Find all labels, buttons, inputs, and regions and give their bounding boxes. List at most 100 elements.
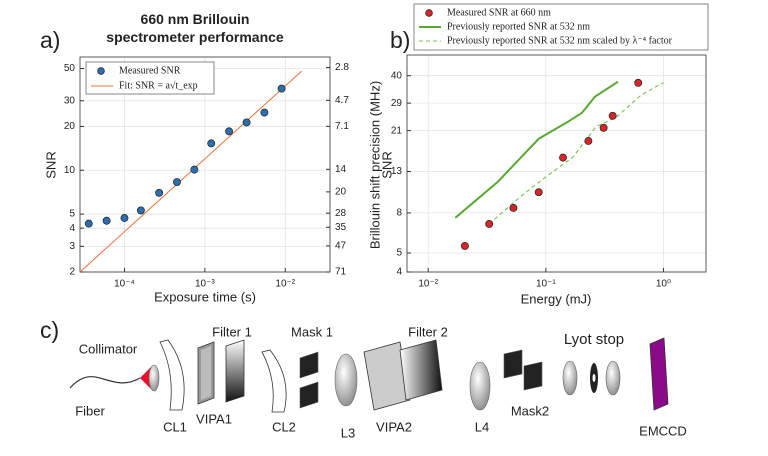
x-tick-label: 10⁻² [275,279,295,290]
l4 [469,361,491,411]
y2-tick-label: 2.8 [335,62,349,73]
y-tick-label: 5 [396,248,402,259]
series-line [79,70,303,273]
marker [207,139,216,148]
filter2 [399,339,443,401]
marker [485,219,494,228]
y-tick-label: 5 [69,209,75,220]
mask2-right [523,361,543,391]
l3 [334,353,358,407]
y-axis-label: SNR [379,151,394,178]
label: CL2 [272,419,296,434]
marker [225,127,234,136]
chart-title: 660 nm Brillouin spectrometer performanc… [106,11,284,45]
y2-tick-label: 14 [335,164,347,175]
y2-tick-label: 4.7 [335,95,349,106]
label: Collimator [79,341,138,356]
marker [634,78,643,87]
label: EMCCD [639,423,687,438]
legend-label: Measured SNR [119,65,181,76]
label: L3 [341,425,355,440]
legend-label: Measured SNR at 660 nm [447,7,551,18]
y2-tick-label: 35 [335,222,347,233]
marker [608,111,617,120]
marker [559,153,567,162]
y2-tick-label: 47 [335,241,347,252]
cl1 [159,339,185,411]
marker [260,108,269,117]
plot-area [407,55,706,272]
y-tick-label: 2 [69,267,75,278]
filter1 [225,339,245,403]
mask1-top [299,351,319,379]
x-tick-label: 10⁻³ [195,279,215,290]
cl2 [261,349,287,413]
x-tick-label: 10⁻² [418,279,438,290]
series-line [454,80,619,219]
label: Lyot stop [564,331,624,348]
x-tick-label: 10⁰ [656,279,671,290]
x-axis-label: Energy (mJ) [521,291,592,306]
marker [599,123,608,132]
fiber [69,376,141,389]
y2-axis-label: Brillouin shift precision (MHz) [367,81,382,249]
marker [102,216,111,225]
y-tick-label: 40 [391,70,403,81]
panel-label: a) [40,27,60,53]
label: Fiber [75,403,105,418]
marker [509,203,518,212]
y2-tick-label: 71 [335,267,347,278]
y-tick-label: 4 [396,267,402,278]
label: Mask 1 [291,324,333,339]
y2-tick-label: 20 [335,187,347,198]
y-tick-label: 4 [69,223,75,234]
y-tick-label: 3 [69,241,75,252]
y-tick-label: 20 [64,121,76,132]
x-axis-label: Exposure time (s) [154,289,256,304]
marker [155,188,164,197]
series-line [488,82,664,225]
marker [460,241,469,250]
label: Filter 1 [212,324,252,339]
label: VIPA2 [376,419,412,434]
y-axis-label: SNR [43,151,58,178]
marker [242,118,251,127]
x-tick-label: 10⁻⁴ [114,279,135,290]
marker [584,137,593,145]
y-tick-label: 29 [391,98,403,109]
y2-tick-label: 28 [335,208,347,219]
plot-frame [406,54,707,273]
vipa2 [363,341,411,411]
vipa1-face [201,346,211,400]
plot-frame [79,56,331,273]
y-tick-label: 13 [391,166,403,177]
marker [190,165,199,174]
emccd [649,337,669,411]
y-tick-label: 30 [64,95,76,106]
label: VIPA1 [196,411,232,426]
marker [277,84,286,93]
label: Mask2 [511,403,549,418]
y-tick-label: 50 [64,63,76,74]
y-tick-label: 10 [64,165,76,176]
y-tick-label: 8 [396,208,402,219]
marker [534,188,543,197]
mask2-left [503,349,523,379]
legend-label: Previously reported SNR at 532 nm [447,21,590,32]
legend-marker [425,9,433,17]
legend-label: Fit: SNR = a√t_exp [119,80,198,91]
legend-box [85,61,215,95]
panel-label: b) [390,27,410,53]
marker [120,214,129,222]
legend-box [413,3,709,51]
mask1-bottom [299,381,319,409]
chart: 10⁻² 10⁻¹ 10⁰ 4 5 8 13 21 29 40 Measured SNR at 66… [379,3,709,306]
label: Filter 2 [408,324,448,339]
marker [173,178,181,186]
y-tick-label: 21 [391,125,403,136]
legend-marker [97,67,105,75]
label: L4 [475,419,489,434]
legend-label: Previously reported SNR at 532 nm scaled… [447,35,673,46]
lyot-aperture [592,374,596,382]
